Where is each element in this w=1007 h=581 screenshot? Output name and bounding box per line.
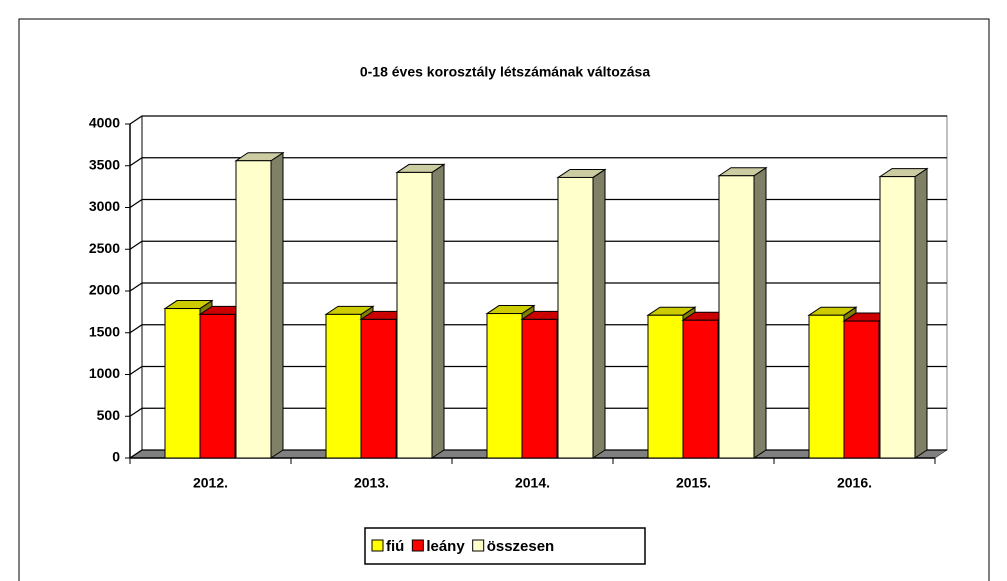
grid-line [129,198,947,208]
bar [878,167,929,459]
bar-front [808,314,845,459]
bar-front [486,313,523,459]
y-tick-label: 2500 [89,240,120,256]
bar-front [199,313,236,459]
x-tick-label: 2016. [837,475,872,491]
grid-line [129,282,947,292]
bar-front [325,313,362,459]
y-tick-label: 1000 [89,365,120,381]
x-tick-label: 2014. [515,475,550,491]
bar [717,166,768,459]
y-tick-label: 2000 [89,282,120,298]
bar-side [753,166,767,459]
bar-front [843,320,880,459]
grid-line [129,240,947,250]
bar-side [592,168,606,459]
bar-front [164,308,201,459]
bar [556,168,607,459]
bar-side [270,151,284,459]
bar-front [879,176,916,459]
bar-front [647,314,684,459]
y-tick-label: 3000 [89,198,120,214]
grid-line [129,115,947,125]
legend-label: összesen [487,538,555,555]
x-tick-label: 2015. [676,475,711,491]
legend-swatch [371,539,384,552]
y-tick-label: 0 [112,449,120,465]
bar-side [914,167,928,459]
bar-side [431,163,445,459]
bar-front [718,175,755,459]
y-tick-label: 500 [97,407,121,423]
legend-label: fiú [386,538,404,555]
x-tick-label: 2013. [354,475,389,491]
x-tick-label: 2012. [193,475,228,491]
bar [395,163,446,459]
legend-swatch [411,539,424,552]
chart-title: 0-18 éves korosztály létszámának változá… [360,64,650,80]
bar-front [396,171,433,459]
y-tick-label: 1500 [89,323,120,339]
grid-line [129,157,947,167]
legend-swatch [472,539,485,552]
legend-box [364,527,646,565]
y-tick-label: 4000 [89,115,120,131]
y-tick-label: 3500 [89,156,120,172]
bar [234,151,285,459]
bar-front [521,318,558,459]
bar-front [235,160,272,459]
legend-label: leány [426,538,465,555]
bar-front [557,176,594,459]
bar-front [360,318,397,459]
bar-front [682,319,719,459]
